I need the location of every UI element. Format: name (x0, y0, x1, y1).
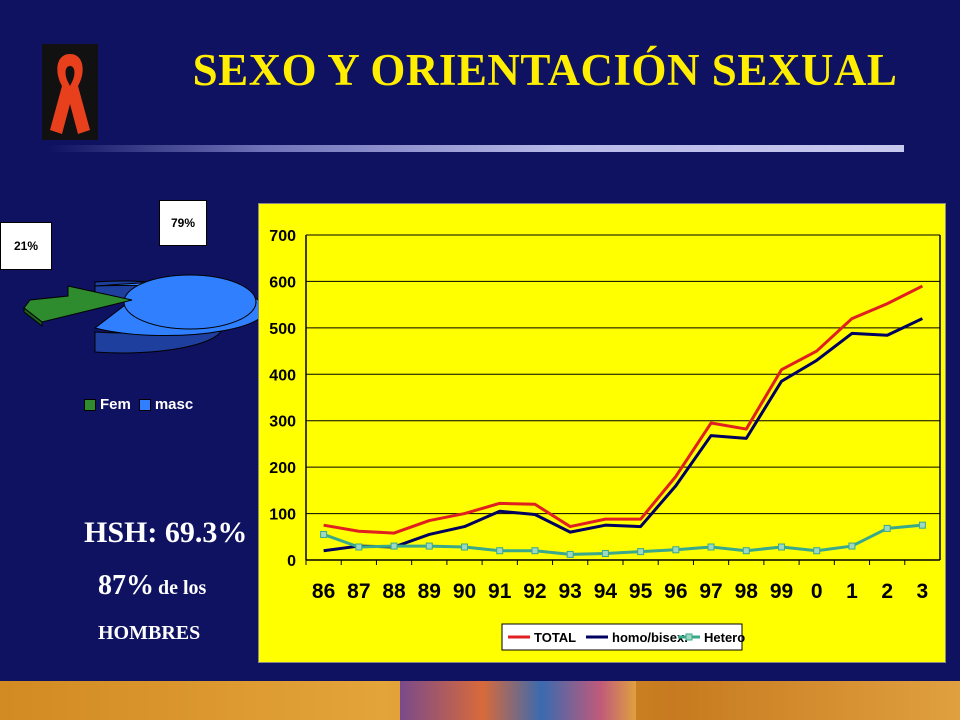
series-point-hetero (883, 524, 891, 532)
line-chart: 0 100 200 300 400 500 600 700 86 87 88 89 90 91 92 93 94… (258, 203, 946, 663)
legend-label-fem: Fem (100, 396, 131, 413)
y-tick-label: 100 (269, 507, 296, 524)
title-divider (48, 145, 904, 152)
series-point-hetero (461, 543, 468, 551)
x-tick-label: 90 (453, 580, 476, 603)
y-tick-label: 200 (269, 460, 296, 477)
y-tick-label: 600 (269, 274, 296, 291)
men-percent-value: 87% (98, 570, 154, 601)
y-tick-label: 700 (269, 228, 296, 245)
series-line-total (323, 284, 924, 535)
series-point-hetero (918, 521, 926, 529)
series-point-hetero (496, 547, 504, 555)
legend-swatch-fem (84, 398, 96, 411)
x-tick-label: 99 (770, 580, 793, 603)
series-point-hetero (742, 547, 750, 555)
series-point-hetero (531, 547, 539, 555)
pie-slice-fem-side (23, 306, 43, 328)
bottom-illustration (400, 681, 636, 720)
x-tick-label: 86 (312, 580, 335, 603)
hsh-stat: HSH: 69.3% (84, 516, 248, 549)
pie-label-masc: 79% (159, 200, 207, 246)
legend-marker (685, 633, 693, 641)
series-point-hetero (848, 542, 856, 550)
men-percent-suffix: de los (158, 577, 207, 599)
x-tick-label: 2 (881, 580, 893, 603)
series-point-hetero (355, 543, 363, 551)
legend-label: Hetero (704, 630, 745, 645)
x-tick-label: 0 (811, 580, 823, 603)
page-title: SEXO Y ORIENTACIÓN SEXUAL (192, 45, 898, 95)
series-point-hetero (672, 546, 680, 554)
x-tick-label: 1 (846, 580, 858, 603)
x-tick-label: 87 (347, 580, 370, 603)
x-tick-label: 96 (664, 580, 687, 603)
x-tick-label: 94 (594, 580, 618, 603)
x-tick-label: 91 (488, 580, 512, 603)
x-tick-label: 97 (699, 580, 722, 603)
aids-ribbon-icon (42, 44, 98, 140)
x-tick-label: 3 (917, 580, 929, 603)
series-line-homobisex (323, 317, 924, 553)
series-point-hetero (637, 548, 645, 556)
y-tick-label: 300 (269, 414, 296, 431)
y-tick-label: 400 (269, 367, 296, 384)
pie-label-fem: 21% (0, 222, 52, 270)
series-point-hetero (425, 542, 433, 550)
series-point-hetero (320, 530, 328, 538)
series-line-hetero (323, 523, 923, 556)
chart-legend (501, 623, 743, 651)
legend-label: TOTAL (534, 630, 576, 645)
pie-legend: Fem masc (84, 396, 193, 413)
x-tick-label: 89 (418, 580, 441, 603)
series-point-hetero (707, 543, 715, 551)
series-point-hetero (390, 542, 398, 550)
chart-background (258, 203, 946, 663)
series-point-hetero (778, 543, 785, 551)
y-tick-label: 500 (269, 321, 296, 338)
series-point-hetero (601, 550, 609, 557)
x-tick-label: 93 (558, 580, 581, 603)
legend-label: homo/bisex. (612, 630, 688, 645)
legend-swatch-masc (138, 398, 151, 411)
x-tick-label: 88 (382, 580, 406, 603)
x-tick-label: 95 (629, 580, 653, 603)
men-percent: 87% de los (98, 570, 206, 602)
men-label: HOMBRES (98, 622, 201, 644)
pie-chart (23, 274, 266, 354)
series-point-hetero (813, 547, 821, 555)
x-tick-label: 98 (735, 580, 759, 603)
y-tick-label: 0 (287, 553, 296, 570)
legend-label-masc: masc (154, 396, 194, 413)
series-point-hetero (566, 550, 574, 558)
x-tick-label: 92 (523, 580, 546, 603)
